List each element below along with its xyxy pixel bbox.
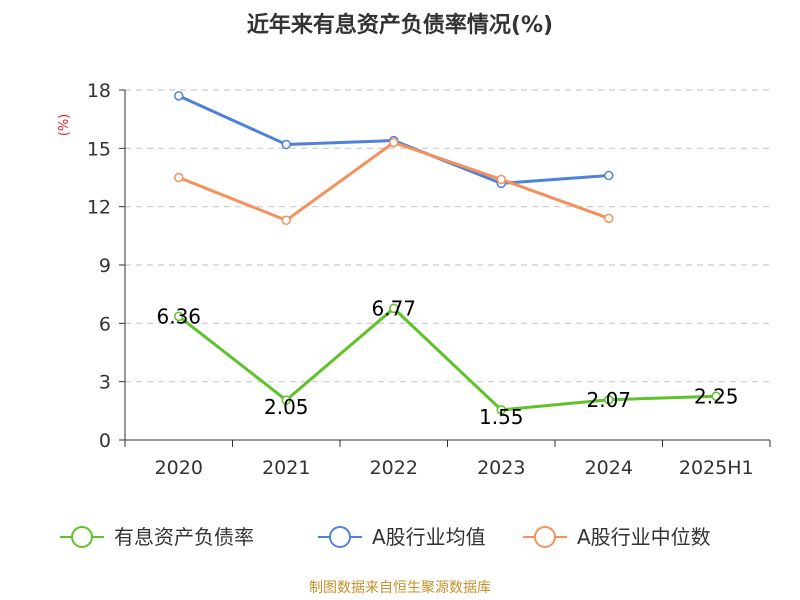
y-tick-label: 3	[99, 372, 111, 394]
series-point	[496, 405, 506, 415]
y-tick-label: 12	[87, 197, 111, 219]
y-tick-label: 15	[87, 138, 111, 160]
data-label: 2.05	[264, 395, 309, 419]
legend: 有息资产负债率 A股行业均值 A股行业中位数	[60, 525, 711, 549]
x-tick-label: 2022	[370, 457, 418, 479]
series-point	[174, 172, 184, 183]
series-line	[177, 306, 717, 412]
x-tick-label: 2025H1	[679, 457, 754, 479]
series-point	[389, 303, 399, 314]
legend-marker-icon	[329, 526, 351, 548]
legend-marker-icon	[71, 526, 93, 548]
y-tick-label: 9	[99, 255, 111, 277]
series-point	[604, 213, 614, 224]
series-point	[174, 91, 184, 101]
x-tick-label: 2023	[477, 457, 525, 479]
data-labels: 6.36 2.05 6.77 1.55 2.07 2.25	[156, 296, 738, 429]
series-point	[174, 311, 184, 322]
series-point	[604, 170, 614, 181]
data-label: 6.36	[156, 304, 201, 328]
axes: 0 3 6 9 12 15 18 2020 2021 2022 2023 2024 2025H1	[87, 80, 771, 479]
series-point	[281, 395, 291, 405]
data-label: 1.55	[479, 405, 524, 429]
legend-label: A股行业均值	[372, 525, 486, 549]
legend-label: A股行业中位数	[577, 525, 711, 549]
legend-marker-icon	[534, 526, 556, 548]
x-tick-label: 2021	[262, 457, 310, 479]
chart-title: 近年来有息资产负债率情况(%)	[247, 12, 553, 38]
source-note: 制图数据来自恒生聚源数据库	[309, 580, 491, 596]
series-lines	[174, 91, 721, 415]
grid-lines	[125, 89, 770, 383]
y-tick-label: 0	[99, 430, 111, 452]
legend-label: 有息资产负债率	[114, 525, 254, 549]
series-point	[389, 137, 399, 148]
data-label: 2.25	[694, 384, 739, 408]
data-label: 2.07	[586, 388, 631, 412]
series-point	[281, 139, 291, 150]
y-tick-label: 18	[87, 80, 111, 102]
series-point	[604, 395, 614, 405]
series-point	[711, 391, 721, 401]
x-tick-label: 2020	[155, 457, 203, 479]
series-point	[496, 174, 506, 185]
series-point	[281, 215, 291, 226]
y-axis-label: (%)	[57, 114, 72, 137]
x-tick-label: 2024	[585, 457, 633, 479]
data-label: 6.77	[371, 296, 416, 320]
y-tick-label: 6	[99, 313, 111, 335]
